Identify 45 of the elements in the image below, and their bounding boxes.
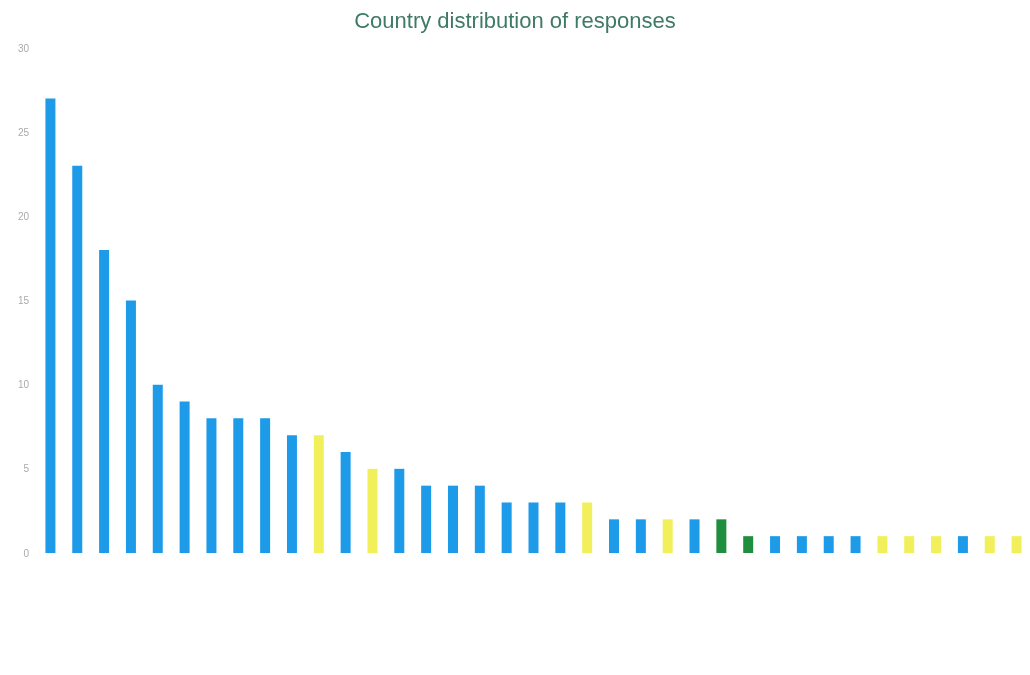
bar xyxy=(99,250,110,553)
bar xyxy=(421,485,432,553)
y-tick-label: 20 xyxy=(17,210,30,222)
bar xyxy=(286,435,297,553)
bar xyxy=(447,485,458,553)
y-tick-label: 10 xyxy=(17,379,30,391)
bar xyxy=(635,519,646,553)
chart-title: Country distribution of responses xyxy=(354,7,676,33)
bar xyxy=(609,519,620,553)
bar xyxy=(582,502,593,553)
bar xyxy=(179,401,190,553)
bar xyxy=(206,418,217,553)
bar xyxy=(313,435,324,553)
bar xyxy=(528,502,539,553)
bar xyxy=(984,536,995,553)
bar xyxy=(260,418,271,553)
bar xyxy=(877,536,888,553)
bar xyxy=(555,502,566,553)
bar xyxy=(501,502,512,553)
bar xyxy=(823,536,834,553)
bar xyxy=(474,485,485,553)
bar xyxy=(72,165,83,553)
bar xyxy=(850,536,861,553)
y-tick-label: 15 xyxy=(17,295,30,306)
bar xyxy=(931,536,942,553)
y-tick-label: 30 xyxy=(17,42,30,54)
bar xyxy=(770,536,781,553)
bar xyxy=(743,536,754,553)
bar xyxy=(394,468,405,553)
bar xyxy=(957,536,968,553)
y-tick-label: 5 xyxy=(23,463,30,475)
bar xyxy=(1011,536,1022,553)
bar xyxy=(340,452,351,553)
bar xyxy=(716,519,727,553)
y-tick-label: 0 xyxy=(23,547,30,559)
bar xyxy=(662,519,673,553)
bar xyxy=(796,536,807,553)
y-tick-label: 25 xyxy=(17,126,30,138)
bar xyxy=(152,384,163,553)
bar xyxy=(233,418,244,553)
bar xyxy=(904,536,915,553)
bar xyxy=(45,98,56,553)
bar xyxy=(689,519,700,553)
bar xyxy=(367,468,378,553)
bar xyxy=(125,300,136,553)
